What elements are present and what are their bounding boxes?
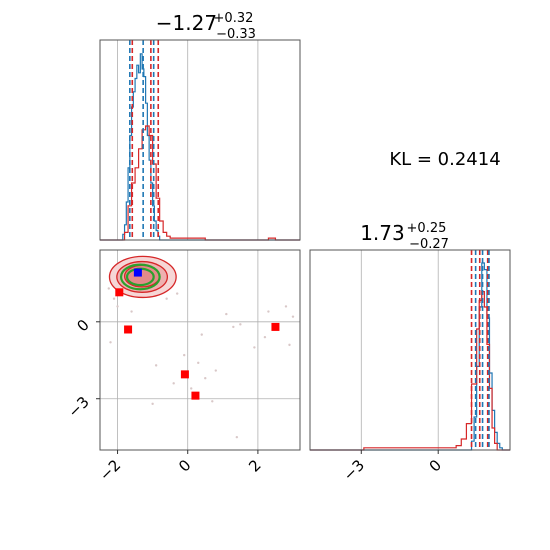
hist2-x-ticklabel: −3 <box>340 456 368 484</box>
joint-scatter-point <box>204 377 207 380</box>
hist2-x-ticks: −3 0 <box>340 450 445 484</box>
hist1-quantile-lines <box>129 40 160 240</box>
kl-annotation: KL = 0.2414 <box>389 149 500 170</box>
joint-scatter-point <box>288 343 291 347</box>
hist1-title-minus: −0.33 <box>216 27 256 42</box>
joint-scatter-point <box>211 400 214 403</box>
hist2-frame <box>309 249 511 451</box>
joint-scatter-point <box>175 292 179 295</box>
joint-scatter-point <box>112 297 116 300</box>
hist2-quantile-lines <box>470 250 490 450</box>
hist1-grid <box>117 40 259 240</box>
joint-scatter-point <box>232 325 235 329</box>
hist1-title-value: −1.27 <box>156 11 217 35</box>
joint-x-ticklabel: 0 <box>175 456 194 475</box>
hist2-title: 1.73 +0.25 −0.27 <box>360 217 451 252</box>
hist1-title-plus: +0.32 <box>214 11 254 26</box>
hist-panel-param2: −3 0 1.73 +0.25 −0.27 <box>309 217 511 484</box>
hist2-title-value: 1.73 <box>360 221 405 245</box>
joint-red-marker <box>191 391 200 400</box>
joint-scatter-point <box>183 353 186 357</box>
joint-x-ticklabel: −2 <box>96 456 124 484</box>
joint-blue-marker <box>133 268 142 277</box>
joint-grid <box>100 250 300 450</box>
joint-scatter-point <box>263 335 267 339</box>
joint-red-marker <box>271 322 280 331</box>
joint-scatter-point <box>214 369 217 372</box>
joint-scatter-point <box>165 297 168 300</box>
hist2-red-series <box>310 291 510 451</box>
joint-scatter-point <box>239 323 242 326</box>
hist2-title-minus: −0.27 <box>409 237 449 252</box>
joint-scatter-point <box>130 310 133 313</box>
hist2-title-plus: +0.25 <box>407 221 447 236</box>
joint-frame <box>99 249 301 451</box>
joint-scatter-point <box>197 361 200 365</box>
joint-y-ticklabel: 0 <box>73 316 92 335</box>
joint-scatter-point <box>253 346 256 349</box>
joint-contours <box>108 255 177 299</box>
joint-y-ticks: −3 0 <box>64 316 100 421</box>
joint-scatter-point <box>172 382 175 385</box>
joint-scatter-point <box>235 435 239 439</box>
joint-red-marker <box>124 325 133 334</box>
joint-markers <box>115 268 280 400</box>
joint-contour-green <box>119 263 161 291</box>
joint-y-ticklabel: −3 <box>64 393 92 421</box>
hist2-grid <box>360 250 439 450</box>
joint-scatter-point <box>267 310 270 313</box>
joint-panel: −2 0 2 −3 0 <box>64 249 301 484</box>
joint-scatter-point <box>116 305 119 308</box>
joint-x-ticks: −2 0 2 <box>96 450 265 484</box>
joint-scatter-point <box>109 341 112 344</box>
joint-scatter-point <box>291 315 295 318</box>
joint-x-ticklabel: 2 <box>245 456 264 475</box>
joint-red-marker <box>115 288 124 297</box>
joint-scatter-point <box>200 333 203 336</box>
hist1-title: −1.27 +0.32 −0.33 <box>156 7 259 42</box>
joint-scatter-point <box>225 312 228 316</box>
hist-panel-param1: −1.27 +0.32 −0.33 <box>99 7 301 241</box>
joint-scatter-point <box>151 402 154 406</box>
joint-red-marker <box>180 370 189 379</box>
hist2-x-ticklabel: 0 <box>426 456 445 475</box>
joint-scatter-points <box>107 287 295 439</box>
joint-scatter-point <box>284 305 288 308</box>
joint-scatter-point <box>154 364 158 367</box>
hist1-frame <box>99 39 301 241</box>
joint-scatter-point <box>107 287 110 290</box>
joint-scatter-point <box>190 387 193 390</box>
